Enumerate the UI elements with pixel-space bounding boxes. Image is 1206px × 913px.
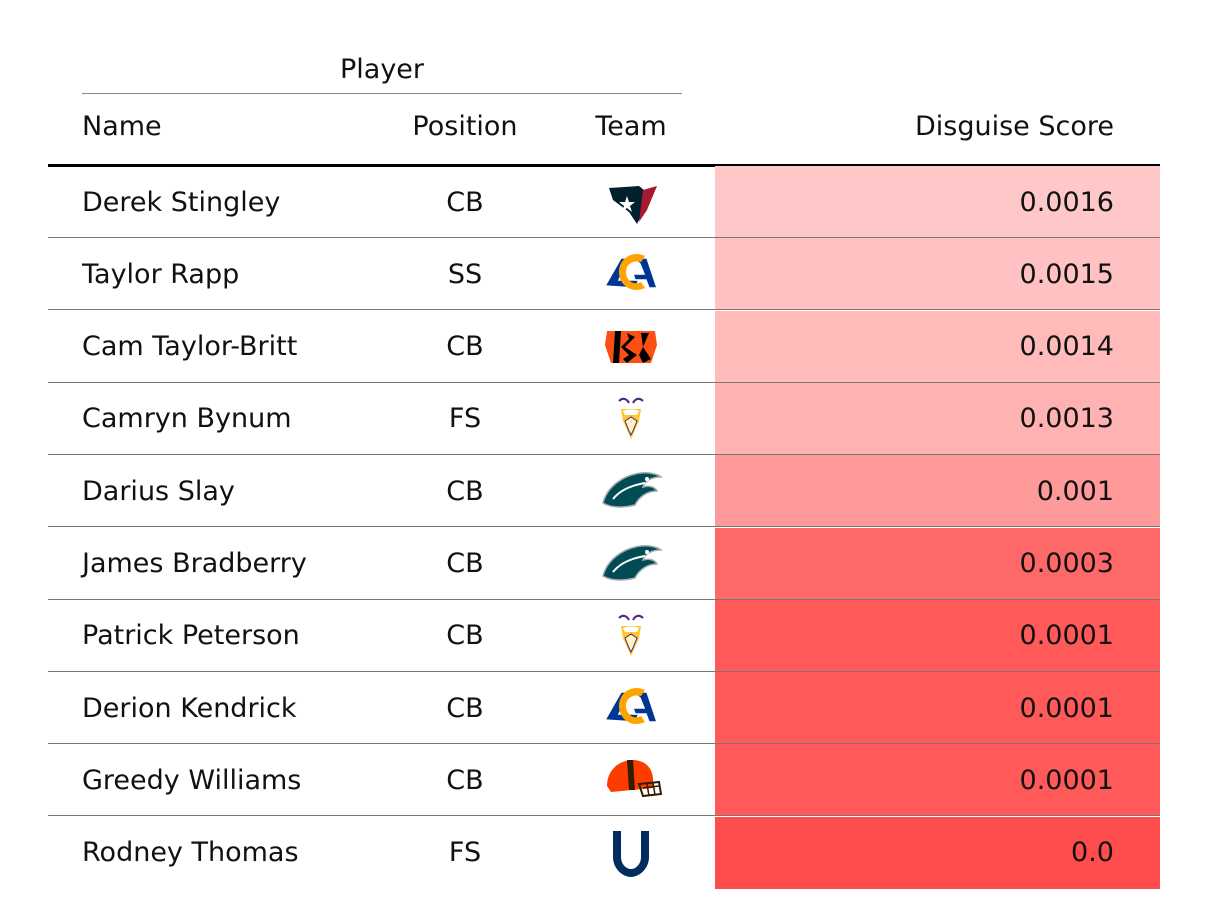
player-position: CB <box>446 331 484 363</box>
table-row: Taylor Rapp SS 0.0015 <box>48 238 1160 311</box>
score-heat-cell <box>715 744 1160 817</box>
player-position: CB <box>446 186 484 218</box>
score-heat-cell <box>715 527 1160 600</box>
column-header-disguise-score: Disguise Score <box>915 111 1114 142</box>
row-divider <box>48 743 1160 745</box>
team-cell <box>595 817 667 889</box>
player-position: CB <box>446 620 484 652</box>
player-position: SS <box>447 258 483 290</box>
score-heat-cell <box>715 672 1160 745</box>
player-name: Darius Slay <box>82 475 235 507</box>
table-row: Darius Slay CB 0.001 <box>48 455 1160 528</box>
player-name: Camryn Bynum <box>82 403 292 435</box>
rams-logo-icon <box>603 688 659 725</box>
row-divider <box>48 815 1160 817</box>
table-row: Derek Stingley CB 0.0016 <box>48 166 1160 238</box>
disguise-score-value: 0.001 <box>1036 475 1114 507</box>
player-position: CB <box>446 692 484 724</box>
team-cell <box>595 311 667 383</box>
score-heat-cell <box>715 382 1160 455</box>
player-name: Taylor Rapp <box>82 258 240 290</box>
table-row: Camryn Bynum FS 0.0013 <box>48 382 1160 455</box>
player-name: Greedy Williams <box>82 764 302 796</box>
row-divider <box>48 453 1160 455</box>
player-name: Rodney Thomas <box>82 837 299 869</box>
row-divider <box>48 598 1160 600</box>
team-cell <box>595 744 667 816</box>
player-position: CB <box>446 764 484 796</box>
team-cell <box>595 672 667 744</box>
player-group-divider <box>82 93 682 94</box>
team-cell <box>595 238 667 310</box>
score-heat-cell <box>715 455 1160 528</box>
row-divider <box>48 309 1160 311</box>
table-row: Derion Kendrick CB 0.0001 <box>48 672 1160 745</box>
player-name: Patrick Peterson <box>82 620 300 652</box>
disguise-score-value: 0.0 <box>1071 837 1114 869</box>
header-divider <box>48 164 1160 167</box>
score-heat-cell <box>715 599 1160 672</box>
team-cell <box>595 455 667 527</box>
disguise-score-value: 0.0001 <box>1019 620 1114 652</box>
team-cell <box>595 383 667 455</box>
player-name: James Bradberry <box>82 548 307 579</box>
disguise-score-value: 0.0001 <box>1019 764 1114 796</box>
vikings-logo-icon <box>618 397 644 439</box>
table-row: Greedy Williams CB 0.0001 <box>48 744 1160 817</box>
column-header-name: Name <box>82 111 162 142</box>
score-heat-cell <box>715 310 1160 383</box>
table-row: Patrick Peterson CB 0.0001 <box>48 599 1160 672</box>
colts-logo-icon <box>613 830 649 877</box>
browns-logo-icon <box>607 760 663 798</box>
team-cell <box>595 166 667 238</box>
eagles-logo-icon <box>602 544 663 581</box>
column-header-team: Team <box>595 111 667 142</box>
player-name: Derek Stingley <box>82 186 281 218</box>
disguise-score-value: 0.0001 <box>1019 692 1114 724</box>
row-divider <box>48 526 1160 528</box>
row-divider <box>48 670 1160 672</box>
player-group-header: Player <box>339 54 425 85</box>
player-name: Derion Kendrick <box>82 692 297 724</box>
player-position: CB <box>446 548 484 579</box>
team-cell <box>595 600 667 672</box>
disguise-score-value: 0.0015 <box>1019 258 1114 290</box>
score-heat-cell <box>715 816 1160 889</box>
disguise-score-value: 0.0003 <box>1019 548 1114 579</box>
score-heat-cell <box>715 238 1160 311</box>
disguise-score-value: 0.0014 <box>1019 331 1114 363</box>
column-header-position: Position <box>412 111 518 142</box>
table-row: Cam Taylor-Britt CB 0.0014 <box>48 310 1160 383</box>
player-position: FS <box>448 837 482 869</box>
team-cell <box>595 528 667 600</box>
eagles-logo-icon <box>602 472 663 508</box>
table-row: Rodney Thomas FS 0.0 <box>48 816 1160 889</box>
player-position: FS <box>448 403 482 435</box>
player-position: CB <box>446 475 484 507</box>
row-divider <box>48 237 1160 238</box>
bengals-logo-icon <box>605 330 657 363</box>
rams-logo-icon <box>603 254 659 291</box>
vikings-logo-icon <box>618 614 644 656</box>
score-heat-cell <box>715 166 1160 238</box>
table-row: James Bradberry CB 0.0003 <box>48 527 1160 600</box>
player-name: Cam Taylor-Britt <box>82 331 298 363</box>
row-divider <box>48 381 1160 383</box>
disguise-score-value: 0.0013 <box>1019 403 1114 435</box>
disguise-score-value: 0.0016 <box>1019 186 1114 218</box>
texans-logo-icon <box>609 186 657 224</box>
